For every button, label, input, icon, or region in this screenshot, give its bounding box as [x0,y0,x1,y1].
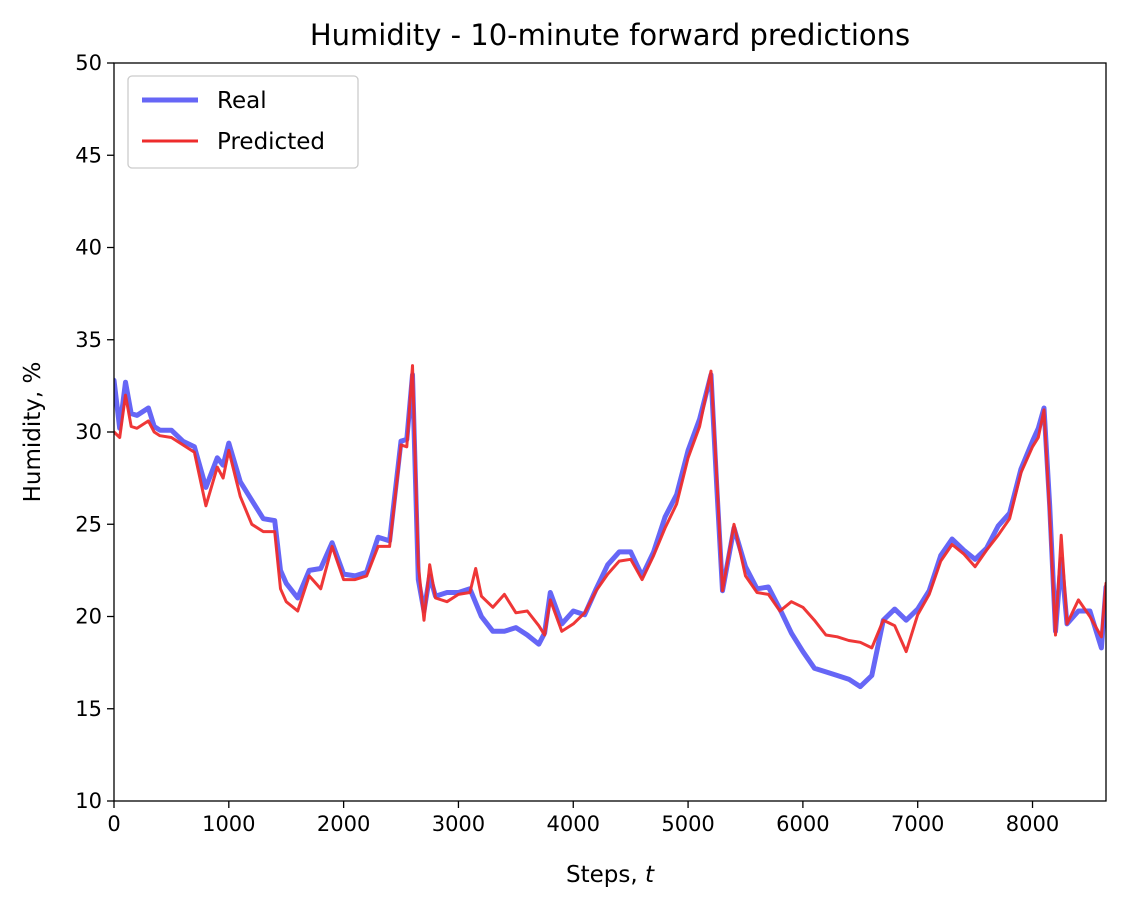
legend-label-real: Real [217,88,267,114]
y-tick-label: 35 [75,328,102,352]
y-tick-label: 30 [75,420,102,444]
legend: Real Predicted [127,75,359,169]
x-tick-label: 0 [107,812,120,836]
chart-title: Humidity - 10-minute forward predictions [310,18,910,52]
x-axis-label: Steps, t [566,862,655,888]
x-tick-label: 7000 [891,812,944,836]
x-tick-label: 2000 [317,812,370,836]
x-axis-label-variable: t [645,862,655,888]
x-tick-label: 3000 [432,812,485,836]
plot-frame [113,62,1107,802]
plot-series [114,364,1106,690]
x-tick-label: 5000 [661,812,714,836]
y-tick-label: 15 [75,697,102,721]
legend-label-predicted: Predicted [217,129,325,155]
series-line-predicted [114,364,1106,654]
y-tick-label: 45 [75,143,102,167]
y-tick-label: 20 [75,605,102,629]
x-axis-ticks: 0 1000 2000 3000 4000 5000 6000 7000 8000 [107,801,1059,836]
y-axis-ticks: 10 15 20 25 30 35 40 45 50 [75,51,114,813]
y-tick-label: 50 [75,51,102,75]
y-tick-label: 25 [75,512,102,536]
y-axis-label: Humidity, % [20,362,46,503]
x-tick-label: 8000 [1006,812,1059,836]
x-tick-label: 4000 [547,812,600,836]
x-axis-label-text: Steps, [566,862,645,888]
x-tick-label: 1000 [202,812,255,836]
y-tick-label: 10 [75,789,102,813]
y-tick-label: 40 [75,236,102,260]
x-tick-label: 6000 [776,812,829,836]
